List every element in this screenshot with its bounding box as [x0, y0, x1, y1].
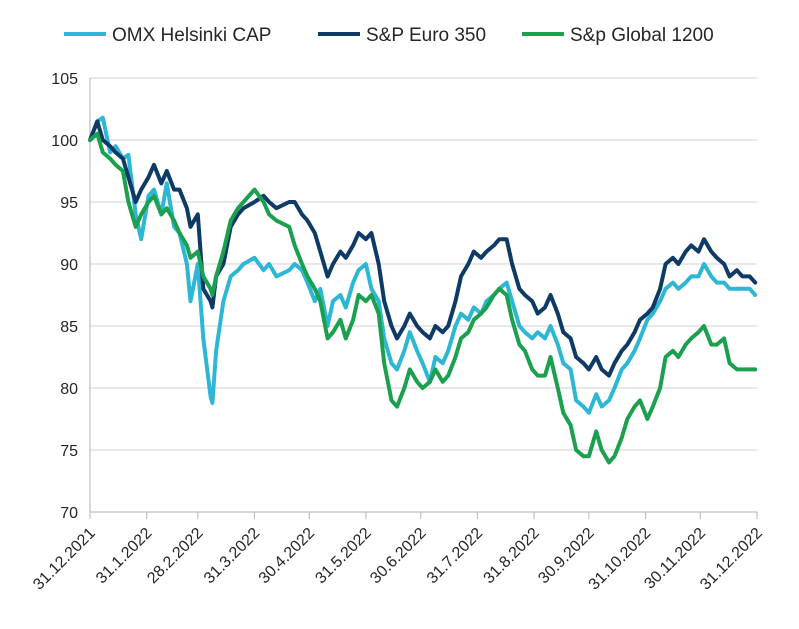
x-tick-label: 30.6.2022 [367, 525, 429, 587]
y-tick-label: 75 [60, 443, 78, 460]
y-tick-label: 70 [60, 505, 78, 522]
x-tick-label: 31.8.2022 [481, 525, 543, 587]
x-tick-label: 31.5.2022 [312, 525, 374, 587]
y-tick-label: 85 [60, 319, 78, 336]
y-tick-label: 95 [60, 195, 78, 212]
series-line-2 [88, 131, 758, 465]
legend-label: S&p Global 1200 [570, 25, 714, 46]
x-tick-label: 30.4.2022 [256, 525, 318, 587]
series-lines [88, 115, 758, 465]
x-axis-ticks: 31.12.202131.1.202228.2.202231.3.202230.… [30, 512, 766, 593]
y-tick-label: 80 [60, 381, 78, 398]
x-tick-label: 31.12.2022 [697, 525, 766, 594]
y-tick-label: 100 [51, 133, 78, 150]
y-tick-label: 90 [60, 257, 78, 274]
legend-label: S&P Euro 350 [366, 25, 486, 46]
x-tick-label: 31.12.2021 [30, 525, 99, 594]
legend-item: OMX Helsinki CAP [64, 25, 271, 46]
series-line-0 [88, 115, 758, 415]
x-tick-label: 28.2.2022 [144, 525, 206, 587]
x-tick-label: 31.7.2022 [424, 525, 486, 587]
series-line-1 [88, 119, 758, 378]
legend: OMX Helsinki CAP S&P Euro 350 S&p Global 1… [64, 25, 714, 46]
y-axis-ticks: 70 75 80 85 90 95 100 105 [51, 71, 78, 522]
legend-label: OMX Helsinki CAP [112, 25, 271, 46]
y-tick-label: 105 [51, 71, 78, 88]
legend-item: S&P Euro 350 [318, 25, 486, 46]
legend-item: S&p Global 1200 [522, 25, 714, 46]
x-tick-label: 31.3.2022 [201, 525, 263, 587]
